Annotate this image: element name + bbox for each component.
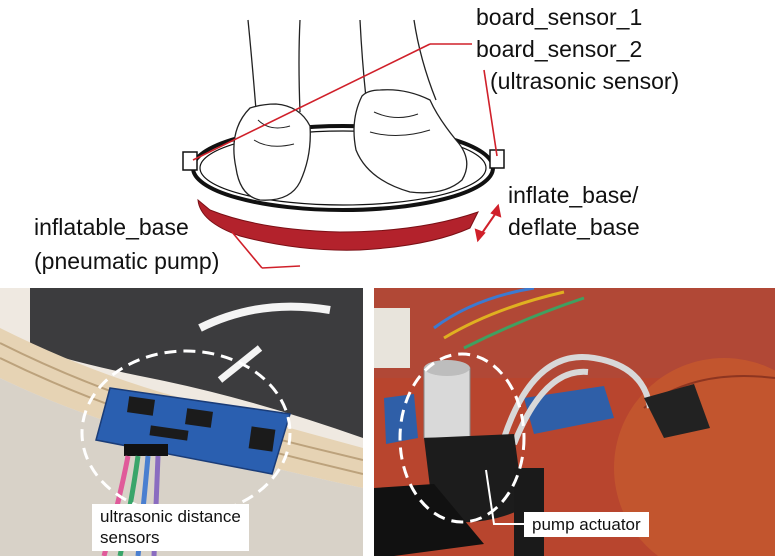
inflate-deflate-arrow	[474, 203, 502, 243]
label-pneumatic-pump: (pneumatic pump)	[34, 248, 220, 274]
label-board-sensor-2: board_sensor_2	[476, 36, 643, 62]
caption-ultrasonic-line1: ultrasonic distance	[100, 507, 241, 526]
left-shoe	[233, 103, 311, 201]
board-outline-inner	[199, 130, 487, 206]
pointer-board-sensor-1	[192, 43, 431, 161]
label-inflatable-base: inflatable_base	[34, 214, 189, 240]
label-ultrasonic-sensor: (ultrasonic sensor)	[490, 68, 680, 94]
photo-ultrasonic-sensors: ultrasonic distance sensors	[0, 288, 363, 556]
pump-photo-drawing	[374, 288, 775, 556]
caption-pump-actuator: pump actuator	[524, 512, 649, 538]
balance-board-illustration	[182, 19, 505, 269]
sensor-right	[489, 149, 505, 169]
inflatable-cushion	[197, 198, 479, 251]
pointer-board-sensor-2	[483, 69, 498, 157]
caption-ultrasonic-line2: sensors	[100, 528, 160, 548]
label-inflate-base: inflate_base/	[508, 182, 639, 208]
pointer-inflatable-base	[231, 231, 263, 269]
caption-ultrasonic: ultrasonic distance sensors	[92, 504, 249, 551]
left-leg	[247, 19, 301, 113]
label-board-sensor-1: board_sensor_1	[476, 4, 643, 30]
photo-pump-actuator: pump actuator	[374, 288, 775, 556]
sensor-left	[182, 151, 198, 171]
right-leg	[359, 19, 437, 101]
label-deflate-base: deflate_base	[508, 214, 640, 240]
